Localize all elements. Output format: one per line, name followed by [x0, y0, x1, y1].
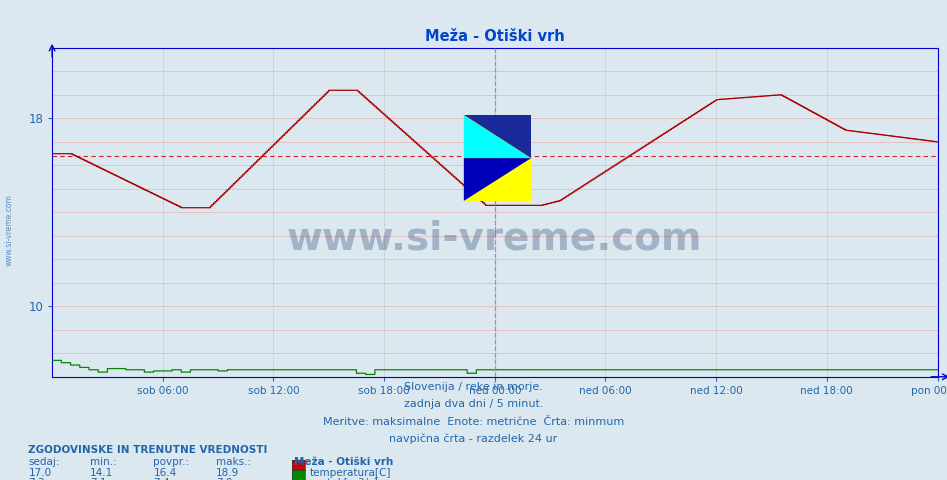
Text: 16.4: 16.4 — [153, 468, 177, 478]
Text: Meža - Otiški vrh: Meža - Otiški vrh — [294, 457, 393, 467]
Polygon shape — [464, 115, 531, 158]
Text: temperatura[C]: temperatura[C] — [310, 468, 391, 478]
Text: 18.9: 18.9 — [216, 468, 240, 478]
Title: Meža - Otiški vrh: Meža - Otiški vrh — [425, 29, 564, 44]
Text: 7.1: 7.1 — [90, 478, 107, 480]
Text: maks.:: maks.: — [216, 457, 251, 467]
Text: 14.1: 14.1 — [90, 468, 114, 478]
Text: povpr.:: povpr.: — [153, 457, 189, 467]
Text: Meritve: maksimalne  Enote: metrične  Črta: minmum: Meritve: maksimalne Enote: metrične Črta… — [323, 417, 624, 427]
Text: sedaj:: sedaj: — [28, 457, 60, 467]
Text: 7.4: 7.4 — [153, 478, 170, 480]
Polygon shape — [464, 115, 531, 158]
Text: ZGODOVINSKE IN TRENUTNE VREDNOSTI: ZGODOVINSKE IN TRENUTNE VREDNOSTI — [28, 445, 268, 456]
Bar — [464, 115, 531, 201]
Text: zadnja dva dni / 5 minut.: zadnja dva dni / 5 minut. — [403, 399, 544, 409]
Text: www.si-vreme.com: www.si-vreme.com — [5, 194, 14, 266]
Polygon shape — [464, 158, 531, 201]
Text: Slovenija / reke in morje.: Slovenija / reke in morje. — [404, 382, 543, 392]
Text: pretok[m3/s]: pretok[m3/s] — [310, 478, 378, 480]
Text: 17.0: 17.0 — [28, 468, 51, 478]
Text: 7.9: 7.9 — [216, 478, 233, 480]
Text: 7.3: 7.3 — [28, 478, 45, 480]
Text: min.:: min.: — [90, 457, 116, 467]
Text: www.si-vreme.com: www.si-vreme.com — [287, 220, 703, 258]
Text: navpična črta - razdelek 24 ur: navpična črta - razdelek 24 ur — [389, 434, 558, 444]
